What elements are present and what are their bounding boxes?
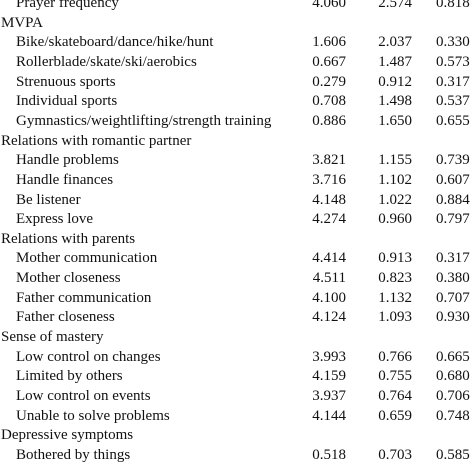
sd: 1.022 [378, 191, 412, 208]
row-label: Individual sports [16, 93, 118, 110]
sd: 1.132 [378, 289, 412, 306]
mean: 4.100 [312, 289, 346, 306]
loading: 0.317 [436, 73, 470, 90]
row-label: Father closeness [16, 309, 115, 326]
sd: 0.823 [378, 270, 412, 287]
mean: 4.159 [312, 368, 346, 385]
loading: 0.797 [436, 211, 470, 228]
mean: 0.708 [312, 93, 346, 110]
sd: 0.913 [378, 250, 412, 267]
loading: 0.330 [436, 34, 470, 51]
sd: 0.659 [378, 407, 412, 424]
loading: 0.884 [436, 191, 470, 208]
row-label: Father communication [16, 289, 152, 306]
mean: 0.886 [312, 112, 346, 129]
sd: 0.703 [378, 446, 412, 463]
loading: 0.707 [436, 289, 470, 306]
sd: 2.574 [378, 0, 412, 11]
sd: 1.498 [378, 93, 412, 110]
section-label: MVPA [1, 14, 43, 31]
mean: 0.667 [312, 53, 346, 70]
row-label: Unable to solve problems [16, 407, 170, 424]
row-label: Low control on events [16, 388, 151, 404]
mean: 4.274 [312, 211, 346, 228]
sd: 1.102 [378, 171, 412, 188]
row-label: Rollerblade/skate/ski/aerobics [16, 53, 197, 70]
section-label: Depressive symptoms [1, 427, 134, 444]
row-label: Bike/skateboard/dance/hike/hunt [16, 34, 214, 51]
loading: 0.585 [436, 446, 470, 463]
loading: 0.317 [436, 250, 470, 267]
sd: 0.912 [378, 73, 412, 90]
sd: 0.764 [378, 388, 412, 404]
row-label: Handle problems [16, 152, 119, 169]
row-label: Handle finances [16, 171, 114, 188]
loading: 0.748 [436, 407, 470, 424]
mean: 0.279 [312, 73, 346, 90]
row-label: Express love [16, 211, 94, 228]
sd: 0.766 [378, 348, 412, 365]
row-label: Gymnastics/weightlifting/strength traini… [16, 112, 272, 129]
loading: 0.537 [436, 93, 470, 110]
loading: 0.655 [436, 112, 470, 129]
mean: 4.144 [312, 407, 346, 424]
row-label: Bothered by things [16, 446, 131, 463]
loading: 0.607 [436, 171, 470, 188]
row-label: Strenuous sports [16, 73, 116, 90]
section-label: Relations with romantic partner [1, 132, 192, 149]
sd: 1.093 [378, 309, 412, 326]
loading: 0.665 [436, 348, 470, 365]
loading: 0.818 [436, 0, 470, 11]
row-label: Be listener [16, 191, 81, 208]
loading: 0.706 [436, 388, 470, 404]
mean: 4.124 [312, 309, 346, 326]
sd: 1.155 [378, 152, 412, 169]
mean: 4.060 [312, 0, 346, 11]
mean: 3.821 [312, 152, 346, 169]
row-label: Mother closeness [16, 270, 121, 287]
loading: 0.380 [436, 270, 470, 287]
mean: 4.148 [312, 191, 346, 208]
sd: 1.650 [378, 112, 412, 129]
loading: 0.739 [436, 152, 470, 169]
section-label: Relations with parents [1, 230, 136, 247]
mean: 0.518 [312, 446, 346, 463]
mean: 3.937 [312, 388, 346, 404]
sd: 1.487 [378, 53, 412, 70]
mean: 4.414 [312, 250, 346, 267]
loading: 0.573 [436, 53, 470, 70]
mean: 4.511 [312, 270, 346, 287]
row-label: Low control on changes [16, 348, 161, 365]
sd: 0.960 [378, 211, 412, 228]
section-label: Sense of mastery [1, 329, 104, 346]
mean: 3.716 [312, 171, 346, 188]
mean: 1.606 [312, 34, 346, 51]
mean: 3.993 [312, 348, 346, 365]
sd: 2.037 [378, 34, 412, 51]
row-label: Limited by others [16, 368, 123, 385]
row-label: Prayer frequency [16, 0, 119, 11]
loading: 0.680 [436, 368, 470, 385]
row-label: Mother communication [16, 250, 158, 267]
loading: 0.930 [436, 309, 470, 326]
sd: 0.755 [378, 368, 412, 385]
